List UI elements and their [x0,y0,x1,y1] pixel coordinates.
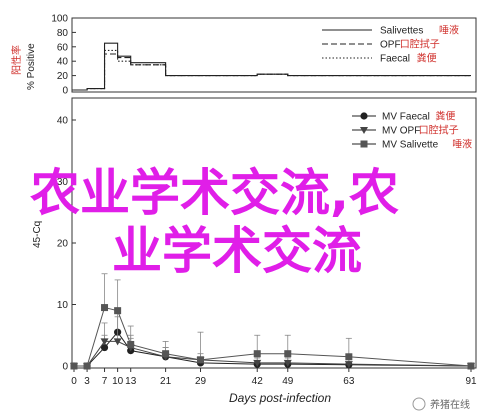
bottom-x-tick-label: 29 [195,376,207,387]
bottom-data-point [70,362,78,370]
bottom-x-tick-label: 13 [125,376,137,387]
top-legend-label: OPF [380,40,401,51]
top-series-line [74,53,471,91]
bottom-legend-label: MV Faecal [382,112,430,123]
top-y-axis-label-cn: 阳性率 [10,45,23,75]
watermark: 养猪在线 [412,397,470,411]
bottom-x-tick-label: 10 [112,376,124,387]
bottom-data-point [113,338,122,346]
watermark-text: 养猪在线 [430,398,470,411]
bottom-x-tick-label: 42 [252,376,264,387]
top-y-axis-label: % Positive [26,43,37,90]
bottom-data-point [83,362,91,370]
bottom-legend-label-cn: 唾液 [452,138,472,151]
bottom-data-point [467,362,475,370]
bottom-data-point [127,340,135,348]
top-plot-frame [71,17,477,93]
bottom-y-tick-label: 30 [57,177,69,188]
bottom-data-point [253,350,261,358]
bottom-x-axis-label: Days post-infection [229,391,331,405]
bottom-legend-marker [360,140,368,148]
bottom-legend-label: MV Salivette [382,140,439,151]
bottom-x-tick-label: 21 [160,376,172,387]
top-y-tick-label: 100 [51,14,68,25]
bottom-data-point [100,338,109,346]
bottom-data-point [100,343,109,352]
top-legend-label-cn: 口腔拭子 [400,38,440,51]
bottom-data-point [344,361,353,369]
watermark-icon [412,397,426,411]
top-series-lines [74,42,471,91]
top-y-tick-label: 40 [57,57,69,68]
bottom-data-point [283,359,292,367]
bottom-plot-frame [71,97,477,369]
bottom-x-tick-label: 91 [465,376,477,387]
bottom-data-point [253,359,262,367]
bottom-legend-marker [360,127,368,134]
bottom-x-tick-label: 3 [84,376,90,387]
overlay-text-line-1: 农业学术交流,农 [30,164,399,222]
bottom-series [70,273,475,370]
bottom-legend-label-cn: 粪便 [435,110,455,123]
top-series-line [74,49,471,91]
bottom-y-tick-label: 20 [57,239,69,250]
top-legend-label-cn: 粪便 [417,52,437,65]
bottom-data-point [197,356,205,364]
bottom-legend-label-cn: 口腔拭子 [419,124,459,137]
bottom-y-tick-label: 10 [57,300,69,311]
bottom-series-line [74,306,472,367]
top-legend-label: Salivettes [380,26,423,37]
top-y-tick-label: 0 [62,86,68,97]
bottom-data-point [284,350,292,358]
top-legend-label-cn: 唾液 [439,24,459,37]
top-y-tick-label: 80 [57,28,69,39]
bottom-data-point [101,304,109,312]
bottom-legend-marker [360,112,368,120]
bottom-x-tick-label: 7 [102,376,108,387]
top-legend-label: Faecal [380,54,410,65]
bottom-x-tick-label: 0 [71,376,77,387]
bottom-y-tick-label: 0 [62,362,68,373]
bottom-x-ticks: 0 3 7 10 13 21 29 42 49 63 91 [71,368,477,387]
bottom-x-tick-label: 63 [343,376,355,387]
bottom-data-point [114,307,122,315]
top-y-tick-label: 60 [57,42,69,53]
bottom-series-group [70,273,475,370]
top-y-tick-label: 20 [57,71,69,82]
bottom-y-tick-label: 40 [57,116,69,127]
bottom-data-point [345,353,353,361]
bottom-y-axis-label: 45-Cq [32,221,43,248]
top-panel: 0 20 40 60 80 100 % Positive 阳性率 Salivettes 唾液… [10,14,477,97]
bottom-data-point [162,350,170,358]
bottom-legend-label: MV OPF [382,126,420,137]
bottom-x-tick-label: 49 [282,376,294,387]
bottom-y-ticks: 0 10 20 30 40 [57,116,76,373]
overlay-text-line-2: 业学术交流 [112,222,362,280]
top-legend: Salivettes 唾液 OPF 口腔拭子 Faecal 粪便 [322,24,459,65]
